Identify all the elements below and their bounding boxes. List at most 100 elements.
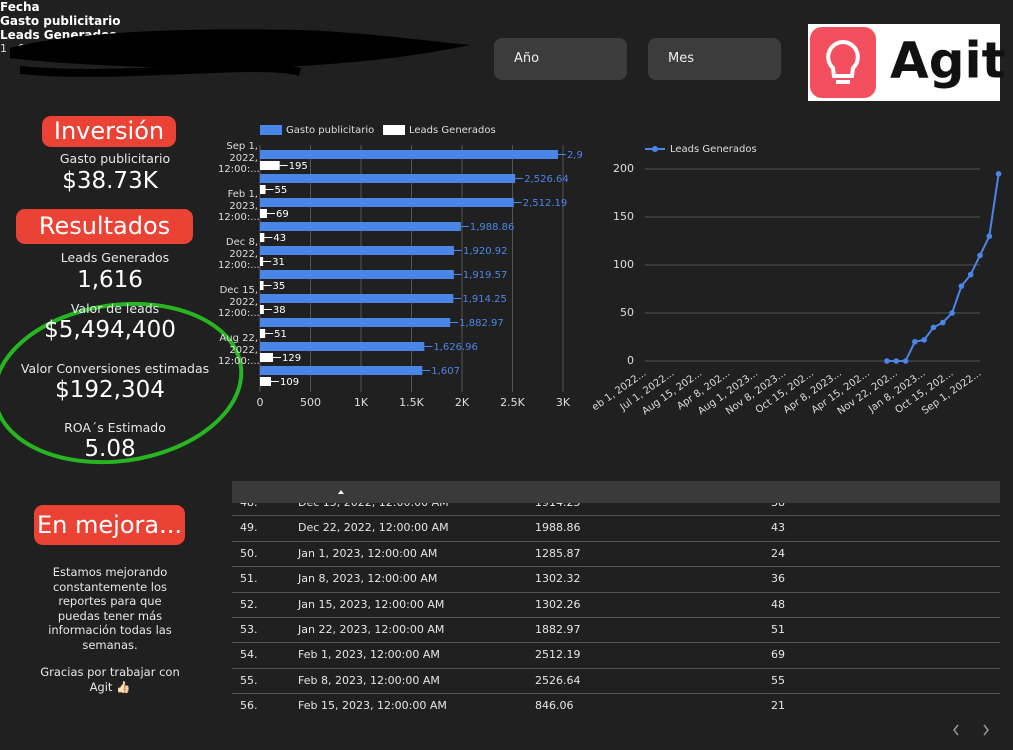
table-row: 52. Jan 15, 2023, 12:00:00 AM 1302.26 48 (232, 592, 1000, 618)
metric-value: $38.73K (62, 168, 158, 194)
bar (260, 305, 264, 314)
value-label: 1,607 (431, 366, 460, 377)
section-badge: Resultados (16, 209, 193, 244)
filter-dropdown[interactable]: Año (494, 38, 627, 80)
metric-value: 1,616 (77, 267, 143, 293)
note-body: Estamos mejorando constantemente los rep… (48, 565, 172, 652)
point (902, 358, 909, 364)
value-label: 1,920.92 (463, 246, 508, 257)
x-tick-label: 3K (556, 396, 571, 409)
point (930, 324, 937, 331)
metric-value: $192,304 (55, 377, 165, 403)
bar (260, 353, 274, 362)
value-label: 2,526.64 (524, 174, 569, 185)
bar (260, 246, 455, 255)
point (949, 310, 955, 316)
point (912, 339, 918, 345)
table-cell: 846.06 (535, 699, 574, 713)
metric-value: 5.08 (84, 436, 136, 462)
table-cell: Jan 22, 2023, 12:00:00 AM (298, 623, 445, 636)
metric-label: Valor de leads (70, 301, 160, 316)
table-cell: 53. (240, 623, 258, 636)
note-thanks: Gracias por trabajar con Agit 👍🏻 (40, 665, 180, 694)
table-row: 56. Feb 15, 2023, 12:00:00 AM 846.06 21 (232, 693, 1000, 718)
logo-text: Agit (890, 32, 1006, 90)
table-cell: 2526.64 (535, 673, 581, 687)
bar (260, 377, 272, 386)
value-label: 1,919.57 (463, 270, 508, 281)
x-tick-label: 2K (455, 396, 470, 409)
column-header[interactable]: Fecha (0, 0, 40, 14)
point (977, 252, 983, 259)
value-label: 195 (289, 161, 308, 172)
y-tick-label: Feb 1, 2023, 12:00:... (218, 189, 260, 223)
table-cell: 50. (240, 546, 258, 560)
value-label: 129 (282, 353, 301, 364)
table-header-bg (232, 481, 1000, 503)
point (884, 358, 890, 364)
bar (260, 257, 264, 266)
bar (260, 174, 516, 183)
table-cell: 69 (771, 648, 785, 662)
sort-icon (338, 490, 344, 494)
column-header[interactable]: Gasto publicitario (0, 14, 121, 28)
table-body: 48.Dec 15, 2022, 12:00:00 AM1914.253849.… (232, 503, 1000, 718)
value-label: 1,914.25 (462, 294, 507, 305)
table-cell: Feb 15, 2023, 12:00:00 AM (298, 699, 447, 713)
bar (260, 329, 266, 338)
bar (260, 150, 558, 159)
line (886, 173, 1000, 362)
page-nav[interactable] (953, 724, 989, 736)
table-row: 51. Jan 8, 2023, 12:00:00 AM 1302.32 36 (232, 566, 1000, 593)
value-label: 35 (273, 281, 286, 292)
y-tick-label: 150 (613, 210, 634, 223)
y-tick-label: Dec 8, 2022, 12:00:... (218, 237, 260, 271)
table-cell: Feb 8, 2023, 12:00:00 AM (298, 673, 440, 687)
table-cell: 1988.86 (535, 521, 581, 535)
y-tick-label: 100 (613, 258, 634, 271)
table-cell: 52. (240, 597, 258, 611)
table-cell: Feb 1, 2023, 12:00:00 AM (298, 648, 440, 662)
highlight-circle (0, 301, 244, 465)
table-cell: 55 (771, 673, 785, 687)
y-tick-label: Aug 22, 2022, 12:00:... (218, 333, 260, 367)
table-row: 55. Feb 8, 2023, 12:00:00 AM 2526.64 55 (232, 668, 1000, 695)
value-label: 69 (276, 209, 289, 220)
table-cell: 1302.26 (535, 597, 581, 611)
table-cell: 51. (240, 572, 258, 586)
legend-label: Leads Generados (409, 125, 496, 136)
value-label: 1,882.97 (459, 318, 504, 329)
table-cell: 54. (240, 648, 258, 662)
value-label: 51 (274, 329, 287, 340)
bar (260, 222, 461, 231)
table-cell: 36 (771, 572, 785, 586)
value-label: 1,988.86 (470, 222, 515, 233)
table-row: 54. Feb 1, 2023, 12:00:00 AM 2512.19 69 (232, 642, 1000, 669)
table-cell: Jan 8, 2023, 12:00:00 AM (298, 572, 438, 586)
metric-label: Gasto publicitario (59, 151, 171, 166)
filter-label: Año (514, 51, 540, 66)
value-label: 38 (273, 305, 286, 316)
table-cell: 56. (240, 699, 258, 713)
bar (260, 198, 514, 207)
table-cell: 55. (240, 673, 258, 687)
logo-bulb (826, 39, 860, 84)
bar (260, 233, 265, 242)
value-label: 31 (272, 257, 285, 268)
legend-swatch (383, 125, 405, 135)
bar (260, 281, 264, 290)
x-tick-label: 500 (300, 396, 321, 409)
value-label: 2,512.19 (523, 198, 568, 209)
x-tick-label: 1.5K (399, 396, 424, 409)
value-label: 109 (280, 377, 299, 388)
legend-label: Leads Generados (670, 144, 757, 155)
table-cell: 1302.32 (535, 572, 581, 586)
filter-dropdown[interactable]: Mes (648, 38, 781, 80)
table-cell: 49. (240, 521, 258, 535)
legend-swatch (260, 125, 282, 135)
bar (260, 342, 425, 351)
table-cell: 48 (771, 597, 785, 611)
redacted-scribble (19, 64, 302, 77)
legend-label: Gasto publicitario (286, 125, 374, 136)
